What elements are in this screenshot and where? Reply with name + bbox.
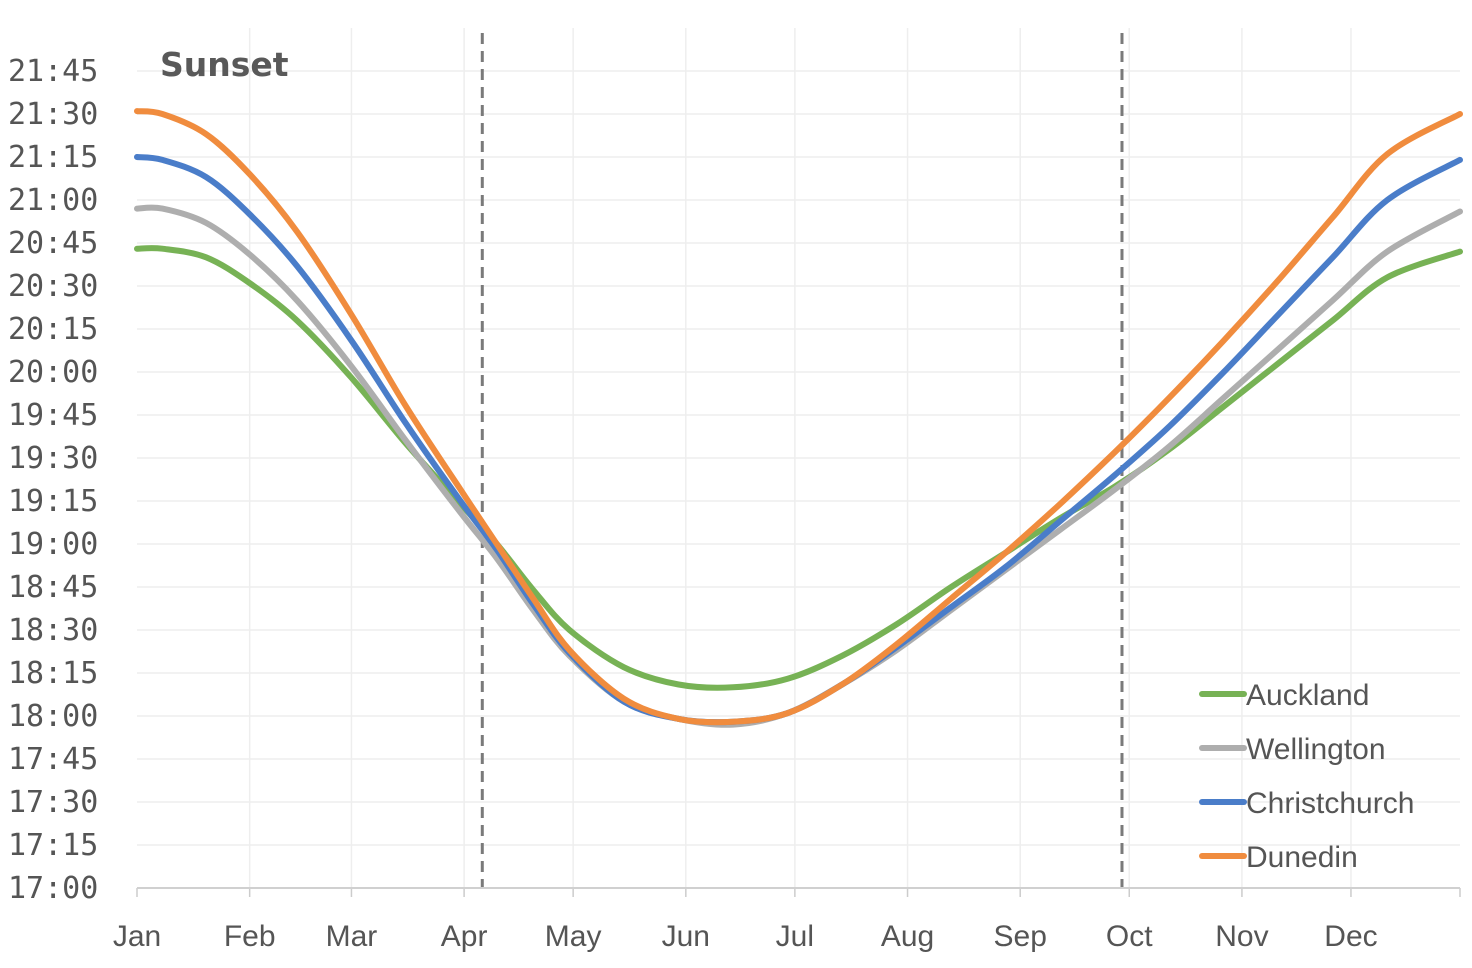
y-tick-label: 18:15 <box>8 656 98 691</box>
vertical-markers <box>480 33 1124 888</box>
x-tick-label: Apr <box>441 920 488 953</box>
x-tick-label: Aug <box>881 920 934 953</box>
y-tick-label: 20:15 <box>8 312 98 347</box>
series-line-dunedin <box>134 108 1463 726</box>
y-tick-label: 17:00 <box>8 871 98 906</box>
x-tick-label: Mar <box>326 920 378 953</box>
x-tick-label: Jun <box>662 920 710 953</box>
x-tick-label: Jan <box>113 920 161 953</box>
series-line-auckland <box>134 245 1463 691</box>
y-tick-label: 17:15 <box>8 828 98 863</box>
y-tick-label: 17:45 <box>8 742 98 777</box>
y-tick-label: 21:45 <box>8 54 98 89</box>
legend-label-christchurch: Christchurch <box>1246 787 1414 820</box>
y-tick-label: 21:15 <box>8 140 98 175</box>
y-tick-label: 20:45 <box>8 226 98 261</box>
legend-label-auckland: Auckland <box>1246 679 1369 712</box>
y-tick-label: 19:00 <box>8 527 98 562</box>
x-tick-label: Sep <box>994 920 1047 953</box>
y-tick-label: 20:00 <box>8 355 98 390</box>
chart-title: Sunset <box>160 45 289 84</box>
y-tick-label: 21:00 <box>8 183 98 218</box>
x-tick-label: Dec <box>1324 920 1377 953</box>
y-tick-label: 20:30 <box>8 269 98 304</box>
legend-label-dunedin: Dunedin <box>1246 841 1358 874</box>
y-tick-label: 18:45 <box>8 570 98 605</box>
x-tick-label: Feb <box>224 920 276 953</box>
x-tick-label: Nov <box>1215 920 1268 953</box>
legend: Auckland Wellington Christchurch Dunedin <box>1199 679 1414 874</box>
y-tick-label: 19:15 <box>8 484 98 519</box>
series-line-christchurch <box>134 154 1463 726</box>
y-tick-label: 19:30 <box>8 441 98 476</box>
y-tick-label: 17:30 <box>8 785 98 820</box>
series-lines <box>134 108 1463 728</box>
y-tick-label: 18:00 <box>8 699 98 734</box>
axes: 17:00 17:15 17:30 17:45 18:00 18:15 18:30 18:45… <box>8 54 1461 953</box>
y-tick-label: 21:30 <box>8 97 98 132</box>
x-tick-label: Oct <box>1106 920 1153 953</box>
x-tick-label: Jul <box>776 920 814 953</box>
legend-label-wellington: Wellington <box>1246 733 1386 766</box>
y-tick-label: 18:30 <box>8 613 98 648</box>
y-tick-label: 19:45 <box>8 398 98 433</box>
x-tick-label: May <box>545 920 602 953</box>
